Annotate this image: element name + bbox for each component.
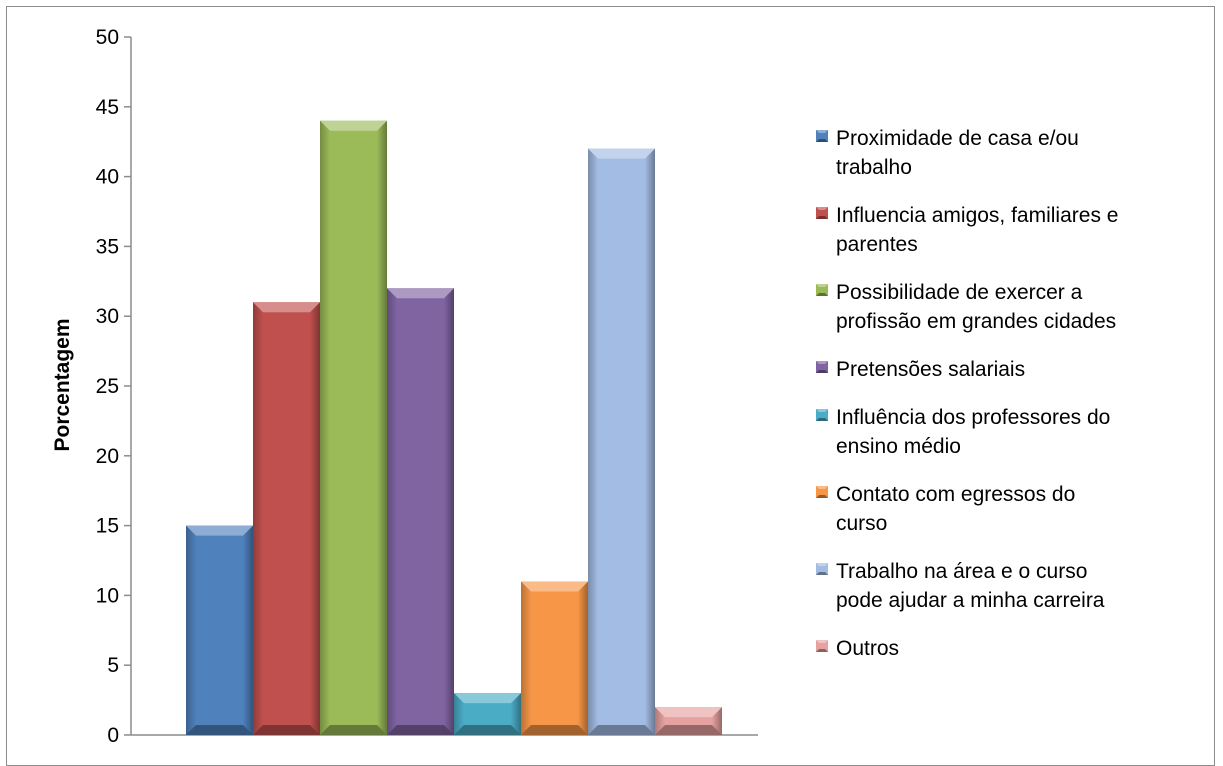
legend-marker-bevel — [816, 361, 828, 364]
bars — [186, 120, 722, 735]
bar — [655, 707, 722, 735]
legend-marker-bevel — [816, 207, 828, 210]
bar-top-bevel — [454, 693, 521, 704]
bar-body — [521, 581, 588, 735]
legend-marker-bevel — [816, 418, 828, 421]
legend-item: Outros — [816, 637, 899, 660]
legend-item: Influencia amigos, familiares e parentes — [816, 204, 1118, 256]
bar — [454, 693, 521, 735]
legend-item: Influência dos professores do ensino médi… — [816, 406, 1110, 458]
bar-top-bevel — [521, 581, 588, 592]
legend: Proximidade de casa e/ou trabalho Influenc… — [816, 127, 1118, 660]
legend-marker-bevel — [816, 370, 828, 373]
legend-item: Contato com egressos do curso — [816, 483, 1075, 535]
y-tick-label: 45 — [96, 96, 119, 119]
bar — [320, 120, 387, 735]
bar-bottom-bevel — [521, 725, 588, 735]
bar-bottom-bevel — [454, 725, 521, 735]
y-tick-label: 15 — [96, 515, 119, 538]
y-tick-label: 40 — [96, 166, 119, 189]
bar-top-bevel — [588, 148, 655, 159]
bar-bottom-bevel — [387, 725, 454, 735]
bar — [387, 288, 454, 735]
bar-bottom-bevel — [655, 725, 722, 735]
bar-body — [588, 148, 655, 735]
bar-top-bevel — [320, 120, 387, 131]
y-tick-label: 20 — [96, 445, 119, 468]
legend-label: Contato com egressos do curso — [836, 483, 1075, 535]
y-tick-label: 25 — [96, 375, 119, 398]
legend-marker-bevel — [816, 572, 828, 575]
legend-label: Influencia amigos, familiares e parentes — [836, 204, 1118, 256]
legend-label: Influência dos professores do ensino médi… — [836, 406, 1110, 458]
bar-body — [320, 120, 387, 735]
legend-marker-bevel — [816, 139, 828, 142]
legend-marker-bevel — [816, 495, 828, 498]
bar-body — [387, 288, 454, 735]
y-tick-label: 35 — [96, 235, 119, 258]
bar-bottom-bevel — [588, 725, 655, 735]
legend-label: Pretensões salariais — [836, 358, 1025, 381]
bar-bottom-bevel — [186, 725, 253, 735]
y-tick-label: 30 — [96, 305, 119, 328]
legend-item: Proximidade de casa e/ou trabalho — [816, 127, 1079, 179]
legend-item: Trabalho na área e o curso pode ajudar a … — [816, 560, 1105, 612]
legend-marker-bevel — [816, 284, 828, 287]
bar-top-bevel — [253, 302, 320, 313]
legend-marker-bevel — [816, 130, 828, 133]
legend-item: Possibilidade de exercer a profissão em g… — [816, 281, 1116, 333]
bar-top-bevel — [387, 288, 454, 299]
legend-marker-bevel — [816, 649, 828, 652]
legend-marker-bevel — [816, 293, 828, 296]
bar-bottom-bevel — [320, 725, 387, 735]
legend-marker-bevel — [816, 216, 828, 219]
y-tick-label: 5 — [107, 654, 119, 677]
legend-marker-bevel — [816, 640, 828, 643]
y-tick-label: 50 — [96, 26, 119, 49]
legend-item: Pretensões salariais — [816, 358, 1025, 381]
bar-top-bevel — [655, 707, 722, 718]
legend-marker-bevel — [816, 409, 828, 412]
legend-label: Trabalho na área e o curso pode ajudar a … — [836, 560, 1105, 612]
y-tick-label: 0 — [107, 724, 119, 747]
bar — [521, 581, 588, 735]
legend-label: Possibilidade de exercer a profissão em g… — [836, 281, 1116, 333]
legend-label: Proximidade de casa e/ou trabalho — [836, 127, 1079, 179]
y-axis-label: Porcentagem — [51, 318, 74, 451]
legend-label: Outros — [836, 637, 899, 660]
bar-body — [186, 525, 253, 735]
bar-top-bevel — [186, 525, 253, 536]
bar-bottom-bevel — [253, 725, 320, 735]
legend-marker-bevel — [816, 563, 828, 566]
bar — [253, 302, 320, 735]
bar — [186, 525, 253, 735]
bar-body — [253, 302, 320, 735]
legend-marker-bevel — [816, 486, 828, 489]
y-tick-label: 10 — [96, 584, 119, 607]
bar — [588, 148, 655, 735]
